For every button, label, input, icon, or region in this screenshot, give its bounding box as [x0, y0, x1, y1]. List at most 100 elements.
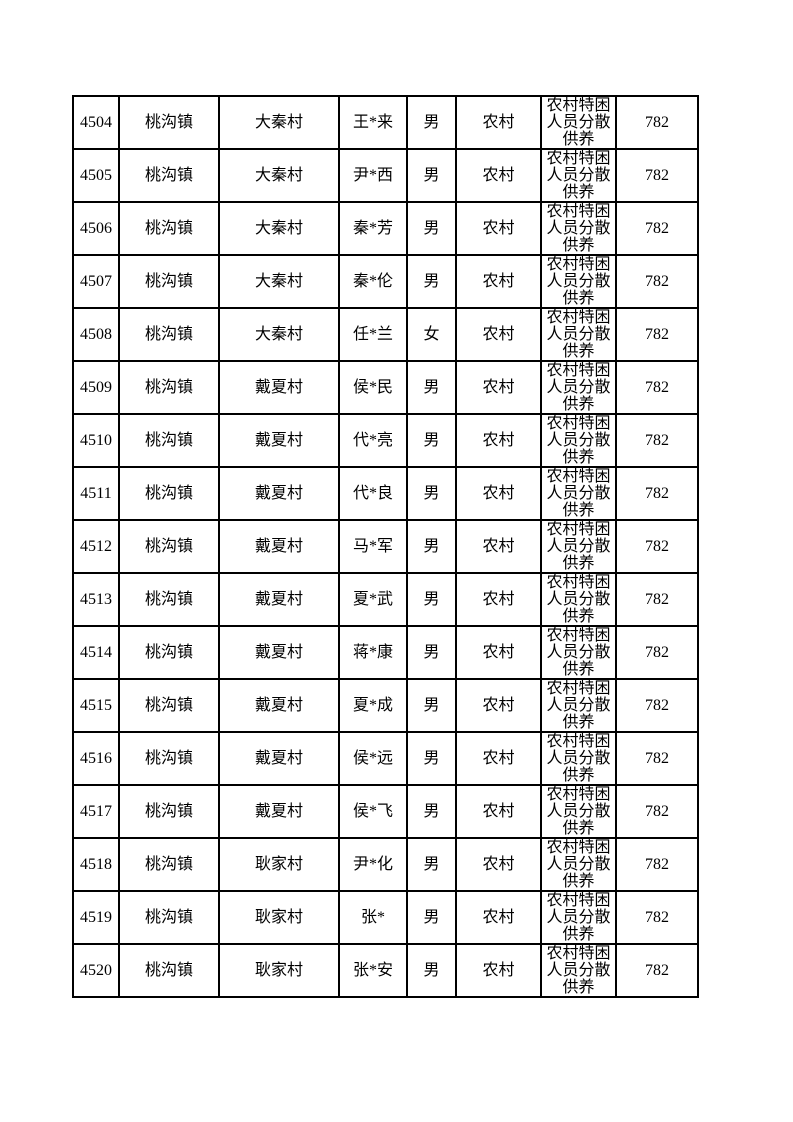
table-row: 4515 桃沟镇 戴夏村 夏*成 男 农村 农村特困人员分散供养 782 — [72, 678, 699, 733]
cell-town: 桃沟镇 — [118, 784, 220, 839]
cell-amount: 782 — [615, 625, 699, 680]
table-row: 4517 桃沟镇 戴夏村 侯*飞 男 农村 农村特困人员分散供养 782 — [72, 784, 699, 839]
table-row: 4508 桃沟镇 大秦村 任*兰 女 农村 农村特困人员分散供养 782 — [72, 307, 699, 362]
cell-serial-number: 4516 — [72, 731, 120, 786]
cell-village: 戴夏村 — [218, 625, 340, 680]
cell-amount: 782 — [615, 95, 699, 150]
cell-region: 农村 — [455, 148, 542, 203]
cell-amount: 782 — [615, 466, 699, 521]
cell-category: 农村特困人员分散供养 — [540, 201, 617, 256]
table-row: 4510 桃沟镇 戴夏村 代*亮 男 农村 农村特困人员分散供养 782 — [72, 413, 699, 468]
cell-amount: 782 — [615, 201, 699, 256]
cell-village: 耿家村 — [218, 837, 340, 892]
cell-gender: 女 — [406, 307, 457, 362]
cell-name: 夏*武 — [338, 572, 408, 627]
cell-amount: 782 — [615, 678, 699, 733]
cell-region: 农村 — [455, 307, 542, 362]
cell-village: 戴夏村 — [218, 519, 340, 574]
table-row: 4509 桃沟镇 戴夏村 侯*民 男 农村 农村特困人员分散供养 782 — [72, 360, 699, 415]
cell-town: 桃沟镇 — [118, 148, 220, 203]
cell-town: 桃沟镇 — [118, 201, 220, 256]
cell-gender: 男 — [406, 625, 457, 680]
cell-name: 代*亮 — [338, 413, 408, 468]
cell-serial-number: 4514 — [72, 625, 120, 680]
cell-category-text: 农村特困人员分散供养 — [546, 362, 611, 413]
cell-name: 秦*芳 — [338, 201, 408, 256]
cell-village: 大秦村 — [218, 95, 340, 150]
cell-category-text: 农村特困人员分散供养 — [546, 574, 611, 625]
cell-region: 农村 — [455, 519, 542, 574]
cell-serial-number: 4508 — [72, 307, 120, 362]
records-table-body: 4504 桃沟镇 大秦村 王*来 男 农村 农村特困人员分散供养 782 450… — [72, 95, 699, 998]
cell-amount: 782 — [615, 307, 699, 362]
cell-serial-number: 4511 — [72, 466, 120, 521]
cell-serial-number: 4518 — [72, 837, 120, 892]
cell-village: 大秦村 — [218, 148, 340, 203]
cell-category: 农村特困人员分散供养 — [540, 95, 617, 150]
cell-village: 耿家村 — [218, 890, 340, 945]
cell-category: 农村特困人员分散供养 — [540, 784, 617, 839]
cell-category-text: 农村特困人员分散供养 — [546, 786, 611, 837]
cell-gender: 男 — [406, 890, 457, 945]
cell-town: 桃沟镇 — [118, 307, 220, 362]
cell-village: 戴夏村 — [218, 678, 340, 733]
cell-category: 农村特困人员分散供养 — [540, 360, 617, 415]
cell-category-text: 农村特困人员分散供养 — [546, 150, 611, 201]
cell-region: 农村 — [455, 890, 542, 945]
cell-gender: 男 — [406, 837, 457, 892]
cell-category: 农村特困人员分散供养 — [540, 625, 617, 680]
table-row: 4519 桃沟镇 耿家村 张* 男 农村 农村特困人员分散供养 782 — [72, 890, 699, 945]
cell-village: 大秦村 — [218, 201, 340, 256]
cell-name: 侯*远 — [338, 731, 408, 786]
cell-amount: 782 — [615, 254, 699, 309]
cell-category: 农村特困人员分散供养 — [540, 148, 617, 203]
cell-gender: 男 — [406, 784, 457, 839]
cell-category: 农村特困人员分散供养 — [540, 731, 617, 786]
cell-town: 桃沟镇 — [118, 572, 220, 627]
cell-region: 农村 — [455, 837, 542, 892]
cell-name: 蒋*康 — [338, 625, 408, 680]
cell-gender: 男 — [406, 731, 457, 786]
cell-amount: 782 — [615, 890, 699, 945]
table-row: 4520 桃沟镇 耿家村 张*安 男 农村 农村特困人员分散供养 782 — [72, 943, 699, 998]
cell-town: 桃沟镇 — [118, 360, 220, 415]
cell-serial-number: 4515 — [72, 678, 120, 733]
cell-category-text: 农村特困人员分散供养 — [546, 892, 611, 943]
table-row: 4516 桃沟镇 戴夏村 侯*远 男 农村 农村特困人员分散供养 782 — [72, 731, 699, 786]
cell-serial-number: 4510 — [72, 413, 120, 468]
cell-name: 侯*民 — [338, 360, 408, 415]
cell-amount: 782 — [615, 360, 699, 415]
cell-name: 尹*西 — [338, 148, 408, 203]
cell-name: 侯*飞 — [338, 784, 408, 839]
cell-amount: 782 — [615, 837, 699, 892]
cell-town: 桃沟镇 — [118, 95, 220, 150]
cell-town: 桃沟镇 — [118, 254, 220, 309]
cell-amount: 782 — [615, 148, 699, 203]
cell-category-text: 农村特困人员分散供养 — [546, 627, 611, 678]
cell-serial-number: 4513 — [72, 572, 120, 627]
cell-village: 大秦村 — [218, 307, 340, 362]
cell-gender: 男 — [406, 148, 457, 203]
cell-region: 农村 — [455, 572, 542, 627]
cell-category: 农村特困人员分散供养 — [540, 466, 617, 521]
cell-village: 戴夏村 — [218, 572, 340, 627]
cell-category-text: 农村特困人员分散供养 — [546, 521, 611, 572]
cell-town: 桃沟镇 — [118, 890, 220, 945]
cell-region: 农村 — [455, 95, 542, 150]
cell-name: 张* — [338, 890, 408, 945]
cell-serial-number: 4504 — [72, 95, 120, 150]
table-row: 4506 桃沟镇 大秦村 秦*芳 男 农村 农村特困人员分散供养 782 — [72, 201, 699, 256]
cell-gender: 男 — [406, 254, 457, 309]
cell-serial-number: 4507 — [72, 254, 120, 309]
cell-gender: 男 — [406, 201, 457, 256]
cell-name: 张*安 — [338, 943, 408, 998]
cell-category: 农村特困人员分散供养 — [540, 519, 617, 574]
cell-gender: 男 — [406, 943, 457, 998]
cell-region: 农村 — [455, 360, 542, 415]
cell-town: 桃沟镇 — [118, 413, 220, 468]
cell-name: 任*兰 — [338, 307, 408, 362]
cell-serial-number: 4519 — [72, 890, 120, 945]
cell-category: 农村特困人员分散供养 — [540, 254, 617, 309]
cell-category: 农村特困人员分散供养 — [540, 890, 617, 945]
cell-town: 桃沟镇 — [118, 943, 220, 998]
